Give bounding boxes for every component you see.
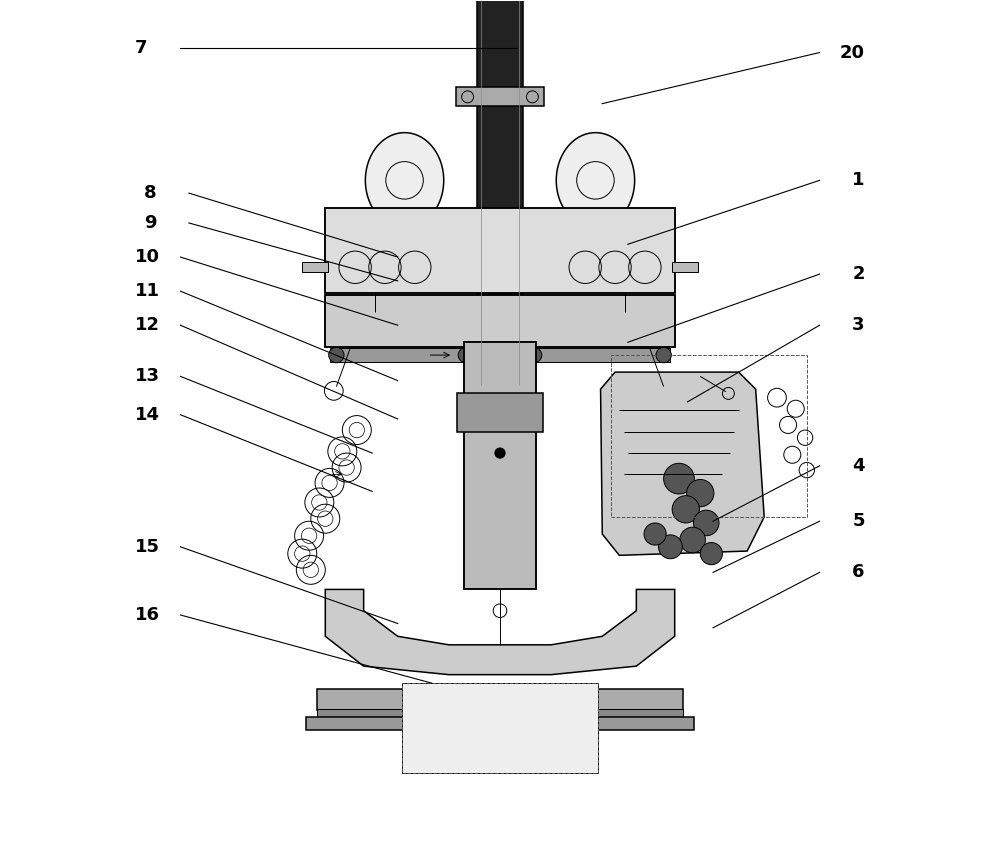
Bar [464, 342, 536, 589]
Bar [402, 683, 598, 773]
Circle shape [495, 448, 505, 458]
Circle shape [664, 463, 694, 494]
Polygon shape [325, 589, 675, 675]
Text: 20: 20 [840, 44, 865, 62]
Bar [325, 208, 675, 293]
Text: 15: 15 [135, 538, 160, 556]
Bar [562, 717, 694, 730]
Bar [306, 717, 438, 730]
Bar [325, 296, 675, 346]
Circle shape [700, 543, 722, 564]
Circle shape [693, 510, 719, 536]
Bar [302, 262, 328, 273]
Text: 14: 14 [135, 406, 160, 424]
Text: 11: 11 [135, 282, 160, 300]
Text: 12: 12 [135, 316, 160, 334]
Text: 5: 5 [852, 512, 865, 530]
Text: 8: 8 [144, 184, 156, 202]
Bar [568, 709, 683, 719]
Circle shape [458, 347, 474, 363]
Bar [456, 87, 544, 106]
Bar [457, 393, 543, 432]
Bar [477, 0, 523, 385]
Text: 10: 10 [135, 248, 160, 266]
Bar [317, 689, 432, 711]
Bar [325, 208, 675, 293]
Bar [325, 296, 675, 346]
Circle shape [680, 528, 705, 553]
Text: 1: 1 [852, 171, 865, 189]
Circle shape [370, 310, 380, 320]
Circle shape [644, 523, 666, 545]
Text: 4: 4 [852, 457, 865, 475]
Bar [527, 348, 670, 362]
Circle shape [620, 310, 630, 320]
Bar [464, 342, 536, 589]
Circle shape [672, 496, 699, 523]
Text: 3: 3 [852, 316, 865, 334]
Text: 7: 7 [135, 39, 148, 57]
Text: 13: 13 [135, 368, 160, 386]
Ellipse shape [365, 133, 444, 228]
Text: 2: 2 [852, 265, 865, 283]
Bar [317, 709, 432, 719]
Circle shape [659, 535, 682, 558]
Bar [402, 683, 598, 773]
Circle shape [656, 347, 671, 363]
Bar [672, 262, 698, 273]
Circle shape [526, 347, 542, 363]
Text: 16: 16 [135, 606, 160, 624]
Polygon shape [601, 372, 764, 556]
Text: 9: 9 [144, 214, 156, 232]
Bar [330, 348, 473, 362]
Circle shape [687, 480, 714, 507]
Circle shape [329, 347, 344, 363]
Text: 6: 6 [852, 563, 865, 581]
Ellipse shape [556, 133, 635, 228]
Bar [568, 689, 683, 711]
Bar [611, 355, 807, 517]
